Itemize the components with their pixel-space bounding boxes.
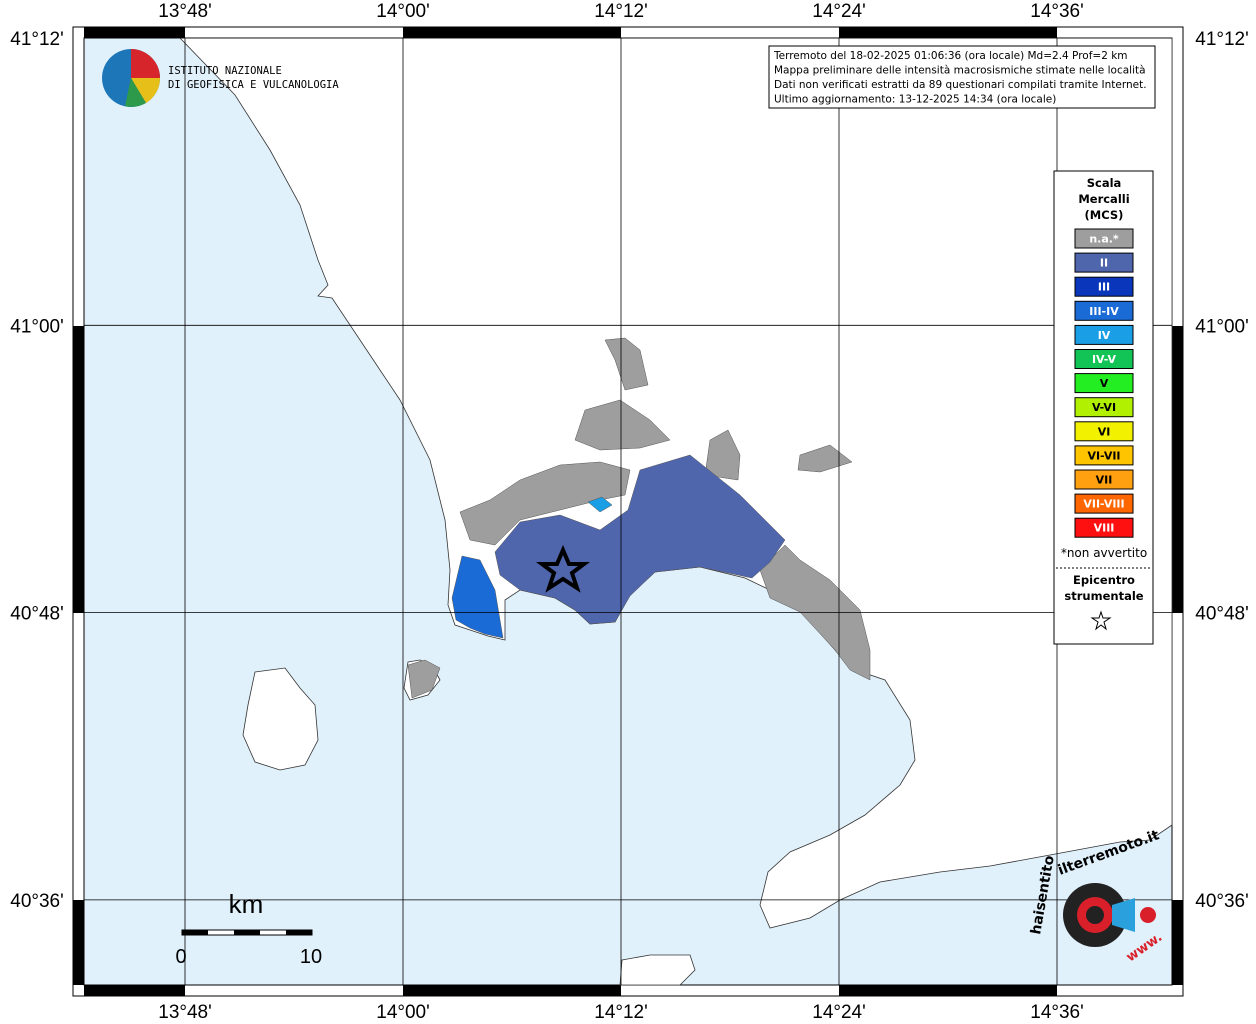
lat-label-right: 40°48' [1195, 604, 1249, 625]
legend-star [1090, 610, 1112, 631]
logo-segment [131, 78, 161, 103]
graticule [84, 37, 1172, 985]
lat-label-left: 41°00' [10, 316, 64, 337]
legend-label: V [1100, 377, 1109, 390]
region-na [407, 659, 441, 699]
scale-unit: km [229, 889, 264, 919]
region-na [459, 461, 631, 546]
info-text: Terremoto del 18-02-2025 01:06:36 (ora l… [773, 50, 1147, 106]
logo-segment [125, 78, 146, 107]
legend: ScalaMercalli(MCS)n.a.*IIIIIIII-IVIVIV-V… [1061, 176, 1147, 603]
frame-bar [84, 27, 185, 38]
lat-label-right: 41°00' [1195, 316, 1249, 337]
coordinate-labels: 13°48' 13°48' 14°00' 14°00' 14°12' 14°12' 14°2… [10, 1, 1249, 1023]
lon-label-bottom: 13°48' [158, 1002, 212, 1023]
legend-label: III-IV [1089, 305, 1119, 318]
ingv-logo: ISTITUTO NAZIONALE DI GEOFISICA E VULCAN… [102, 49, 339, 107]
legend-note: *non avvertito [1061, 546, 1147, 560]
legend-swatch [1074, 276, 1134, 297]
legend-label: V-VI [1092, 401, 1116, 414]
legend-epicenter: strumentale [1064, 589, 1143, 603]
legend-swatch [1074, 300, 1134, 321]
legend-label: III [1098, 281, 1110, 294]
capri [619, 954, 696, 986]
lat-label-right: 41°12' [1195, 29, 1249, 50]
legend-swatch [1074, 493, 1134, 514]
legend-swatch [1074, 517, 1134, 538]
lat-label-right: 40°36' [1195, 891, 1249, 912]
legend-label: VI [1098, 425, 1111, 438]
info-line: Mappa preliminare delle intensità macros… [774, 65, 1146, 77]
ischia [242, 667, 319, 771]
frame-bar [1172, 326, 1183, 613]
lat-label-left: 41°12' [10, 29, 64, 50]
scale-bar: km 0 10 [175, 889, 322, 968]
frame-bar [1172, 900, 1183, 985]
legend-label: VII-VIII [1083, 498, 1124, 511]
site-logo-badge [1140, 907, 1156, 923]
lon-label-bottom: 14°12' [594, 1002, 648, 1023]
frame-bar [403, 985, 621, 996]
region-na [604, 337, 649, 391]
legend-title: Scala [1087, 176, 1122, 190]
region-na [797, 444, 853, 473]
epicenter-star [536, 544, 590, 593]
legend-swatch [1074, 373, 1134, 394]
site-logo-speaker [1112, 898, 1135, 932]
legend-epicenter: Epicentro [1073, 573, 1135, 587]
legend-swatch [1074, 397, 1134, 418]
legend-label: n.a.* [1089, 233, 1119, 246]
legend-swatch [1074, 349, 1134, 369]
legend-label: VII [1096, 474, 1113, 487]
info-line: Dati non verificati estratti da 89 quest… [774, 79, 1147, 91]
info-line: Ultimo aggiornamento: 13-12-2025 14:34 (… [774, 94, 1056, 106]
legend-label: IV-V [1092, 353, 1117, 366]
legend-label: IV [1098, 329, 1111, 342]
legend-swatch [1074, 228, 1134, 249]
logo-text: ISTITUTO NAZIONALE [168, 65, 282, 77]
scale-label: 0 [175, 946, 186, 968]
scale-bar-segment [182, 930, 208, 935]
region-na [574, 399, 671, 451]
frame-bar [73, 900, 84, 985]
frame-bar [839, 985, 1057, 996]
legend-label: II [1100, 257, 1108, 270]
lon-label-top: 14°00' [376, 1, 430, 22]
site-logo-core [1086, 906, 1104, 924]
info-line: Terremoto del 18-02-2025 01:06:36 (ora l… [773, 50, 1128, 62]
scale-bar-segment [286, 930, 312, 935]
frame-bar [403, 27, 621, 38]
info-box [768, 45, 1156, 109]
frame-bar [84, 985, 185, 996]
lon-label-top: 13°48' [158, 1, 212, 22]
frame-bars [73, 27, 1183, 996]
legend-swatch [1074, 445, 1134, 466]
scale-bar-segment [234, 930, 260, 935]
frame-bar [839, 27, 1057, 38]
lat-label-left: 40°48' [10, 604, 64, 625]
lon-label-bottom: 14°24' [812, 1002, 866, 1023]
legend-swatch [1074, 421, 1134, 442]
legend-swatch [1074, 324, 1134, 345]
lon-label-top: 14°12' [594, 1, 648, 22]
lon-label-top: 14°24' [812, 1, 866, 22]
region-iv [587, 496, 613, 513]
scale-label: 10 [300, 946, 322, 968]
lon-label-bottom: 14°00' [376, 1002, 430, 1023]
lat-label-left: 40°36' [10, 891, 64, 912]
legend-swatch [1074, 252, 1134, 273]
logo-segment [131, 49, 160, 78]
legend-title: Mercalli [1078, 192, 1129, 206]
region-iii-iv [451, 555, 504, 639]
legend-title: (MCS) [1085, 208, 1124, 222]
legend-swatch [1074, 469, 1134, 490]
legend-label: VI-VII [1087, 449, 1120, 462]
logo-text: DI GEOFISICA E VULCANOLOGIA [168, 79, 339, 91]
frame-bar [73, 326, 84, 613]
legend-label: VIII [1094, 522, 1115, 535]
lon-label-bottom: 14°36' [1030, 1002, 1084, 1023]
lon-label-top: 14°36' [1030, 1, 1084, 22]
